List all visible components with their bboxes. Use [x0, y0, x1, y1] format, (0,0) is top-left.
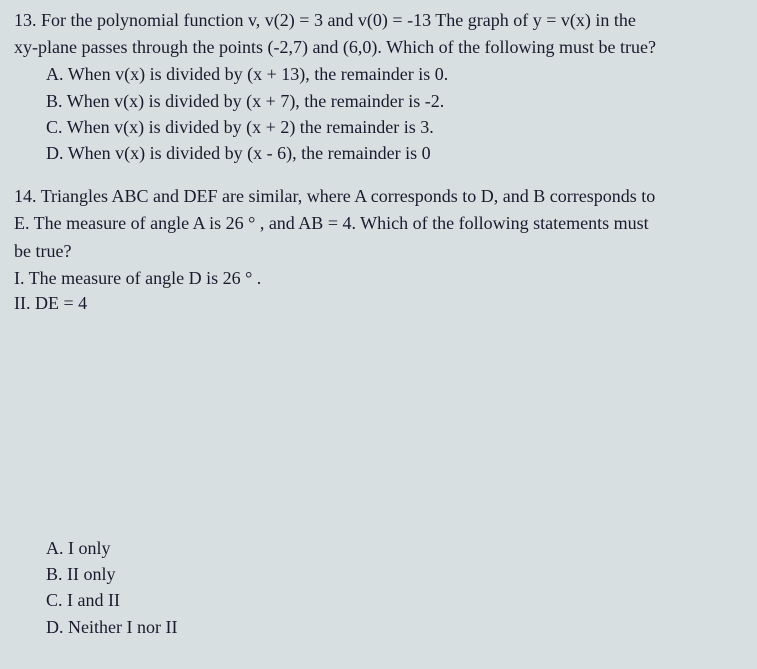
- choice-text: When v(x) is divided by (x - 6), the rem…: [68, 143, 431, 163]
- choice-label: A.: [46, 64, 64, 84]
- choice-text: When v(x) is divided by (x + 2) the rema…: [67, 117, 434, 137]
- choice-text: I and II: [67, 590, 120, 610]
- q14-choice-b: B. II only: [46, 562, 743, 587]
- q14-number: 14.: [14, 186, 37, 206]
- q14-line3: be true?: [14, 239, 743, 264]
- q14-roman-i: I. The measure of angle D is 26 ° .: [14, 266, 743, 291]
- q14-line2: E. The measure of angle A is 26 ° , and …: [14, 211, 743, 236]
- q13-line1: For the polynomial function v, v(2) = 3 …: [41, 10, 636, 30]
- choice-text: Neither I nor II: [68, 617, 177, 637]
- choice-label: B.: [46, 91, 63, 111]
- q13-choice-c: C. When v(x) is divided by (x + 2) the r…: [46, 115, 743, 140]
- choice-label: D.: [46, 617, 64, 637]
- choice-label: A.: [46, 538, 64, 558]
- q14-roman-ii: II. DE = 4: [14, 291, 743, 316]
- q13-choices: A. When v(x) is divided by (x + 13), the…: [14, 62, 743, 166]
- q13-choice-a: A. When v(x) is divided by (x + 13), the…: [46, 62, 743, 87]
- q13-number: 13.: [14, 10, 37, 30]
- question-14: 14. Triangles ABC and DEF are similar, w…: [14, 184, 743, 640]
- q14-choice-d: D. Neither I nor II: [46, 615, 743, 640]
- question-13: 13. For the polynomial function v, v(2) …: [14, 8, 743, 166]
- choice-text: II only: [67, 564, 116, 584]
- q14-choices: A. I only B. II only C. I and II D. Neit…: [14, 536, 743, 640]
- blank-space: [14, 316, 743, 536]
- q14-roman-list: I. The measure of angle D is 26 ° . II. …: [14, 266, 743, 316]
- choice-label: C.: [46, 117, 63, 137]
- q13-choice-b: B. When v(x) is divided by (x + 7), the …: [46, 89, 743, 114]
- choice-text: I only: [68, 538, 111, 558]
- q14-choice-c: C. I and II: [46, 588, 743, 613]
- question-13-text: 13. For the polynomial function v, v(2) …: [14, 8, 743, 33]
- q14-choice-a: A. I only: [46, 536, 743, 561]
- q13-line2: xy-plane passes through the points (-2,7…: [14, 35, 743, 60]
- choice-label: D.: [46, 143, 64, 163]
- choice-text: When v(x) is divided by (x + 13), the re…: [68, 64, 449, 84]
- q13-choice-d: D. When v(x) is divided by (x - 6), the …: [46, 141, 743, 166]
- q14-line1: Triangles ABC and DEF are similar, where…: [41, 186, 656, 206]
- choice-text: When v(x) is divided by (x + 7), the rem…: [67, 91, 445, 111]
- choice-label: B.: [46, 564, 63, 584]
- choice-label: C.: [46, 590, 63, 610]
- question-14-text: 14. Triangles ABC and DEF are similar, w…: [14, 184, 743, 209]
